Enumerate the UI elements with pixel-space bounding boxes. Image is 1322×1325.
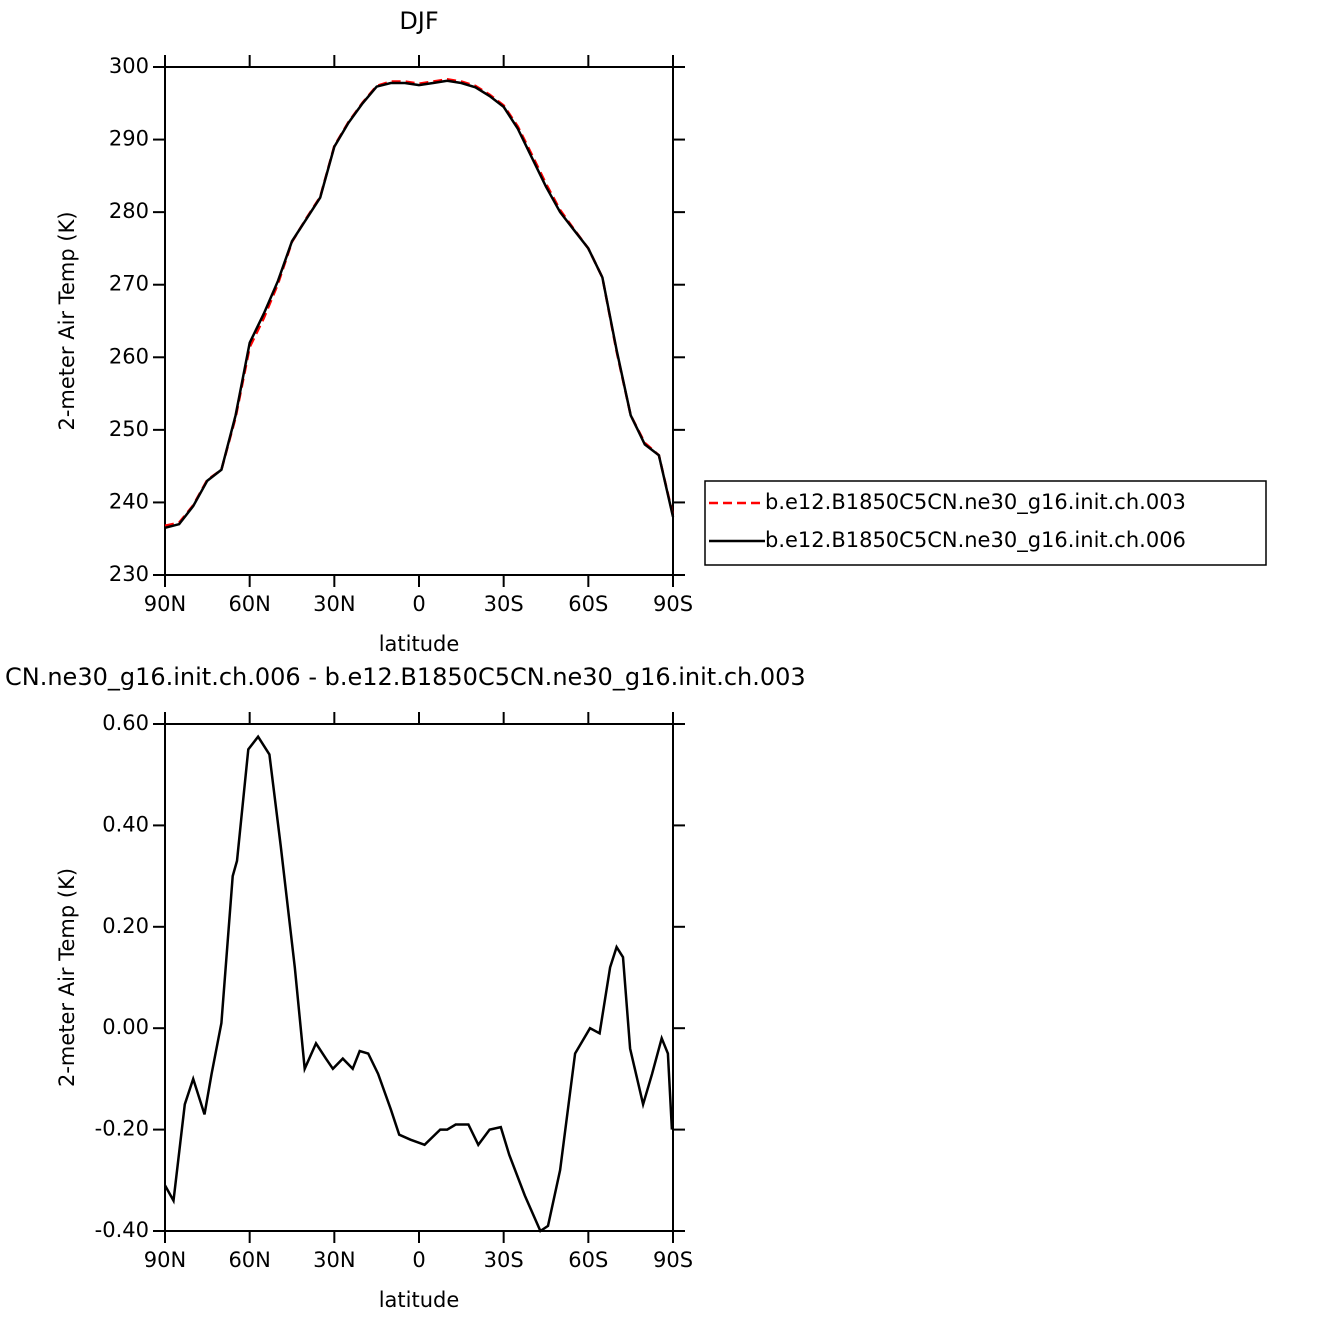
chart-title: DJF [399,7,438,35]
x-tick-label: 90N [144,592,186,616]
plot-frame [164,66,674,576]
chart-title: CN.ne30_g16.init.ch.006 - b.e12.B1850C5C… [5,663,806,691]
y-axis-label: 2-meter Air Temp (K) [55,211,79,430]
x-tick-label: 60N [228,1248,270,1272]
y-tick-label: -0.40 [95,1218,149,1242]
y-tick-label: 250 [109,417,149,441]
y-axis-label: 2-meter Air Temp (K) [55,868,79,1087]
data-line [164,79,675,530]
x-axis-label: latitude [379,632,460,656]
y-tick-label: 280 [109,199,149,223]
x-tick-label: 60N [228,592,270,616]
legend-box [704,480,1267,566]
x-tick-label: 30N [313,592,355,616]
y-tick-label: 240 [109,489,149,513]
y-tick-label: 300 [109,54,149,78]
x-tick-label: 90N [144,1248,186,1272]
data-line [164,78,675,527]
x-tick-label: 60S [568,592,608,616]
y-tick-label: 230 [109,562,149,586]
y-tick-label: 0.60 [102,711,149,735]
plot-frame [164,723,674,1232]
y-tick-label: 270 [109,272,149,296]
x-tick-label: 30S [484,592,524,616]
x-tick-label: 0 [412,592,425,616]
y-tick-label: 260 [109,344,149,368]
y-tick-label: 0.20 [102,914,149,938]
x-tick-label: 90S [653,592,693,616]
y-tick-label: 290 [109,127,149,151]
x-tick-label: 0 [412,1248,425,1272]
y-tick-label: 0.00 [102,1015,149,1039]
x-axis-label: latitude [379,1288,460,1312]
x-tick-label: 60S [568,1248,608,1272]
x-tick-label: 90S [653,1248,693,1272]
legend-label: b.e12.B1850C5CN.ne30_g16.init.ch.006 [765,528,1186,553]
y-tick-label: -0.20 [95,1117,149,1141]
y-tick-label: 0.40 [102,812,149,836]
legend-label: b.e12.B1850C5CN.ne30_g16.init.ch.003 [765,490,1186,515]
data-line [163,734,674,1233]
x-tick-label: 30N [313,1248,355,1272]
x-tick-label: 30S [484,1248,524,1272]
